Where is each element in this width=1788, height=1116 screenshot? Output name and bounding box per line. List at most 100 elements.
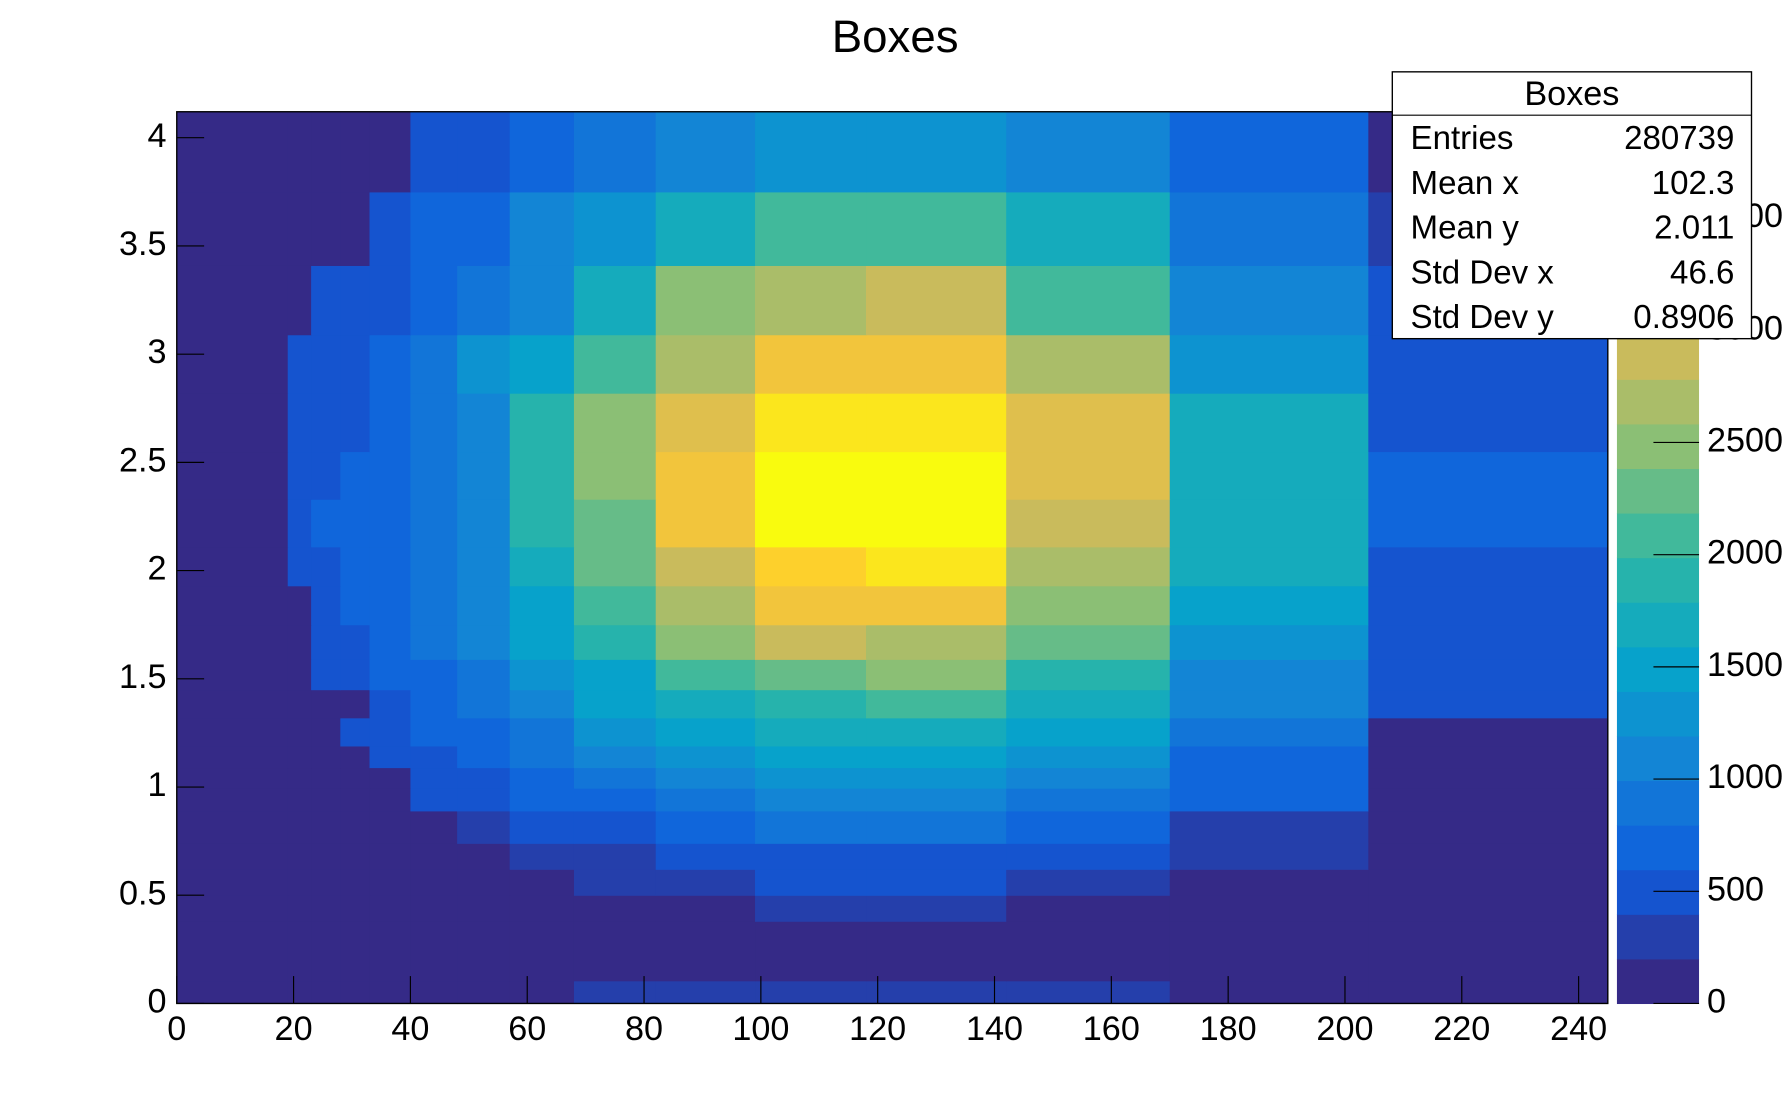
heatmap-cell	[410, 921, 458, 982]
heatmap-cell	[457, 393, 511, 453]
heatmap-cell	[866, 393, 1007, 453]
heatmap-cell	[287, 843, 312, 870]
y-tick-label: 0.5	[119, 874, 167, 912]
heatmap-cell	[311, 980, 341, 1005]
heatmap-cell	[655, 393, 756, 453]
x-tick-label: 160	[1083, 1010, 1140, 1048]
heatmap-cell	[311, 265, 341, 336]
heatmap-cell	[1169, 895, 1369, 922]
heatmap-cell	[311, 334, 341, 394]
z-tick-label: 500	[1707, 870, 1764, 908]
palette-band	[1616, 513, 1700, 559]
heatmap-cell	[509, 788, 575, 812]
heatmap-cell	[311, 585, 341, 626]
z-tick-label: 1000	[1707, 758, 1783, 796]
heatmap-cell	[410, 624, 458, 660]
heatmap-cell	[573, 895, 657, 922]
stats-value: 102.3	[1652, 165, 1735, 202]
heatmap-cell	[573, 111, 657, 193]
heatmap-cell	[340, 111, 371, 193]
heatmap-cell	[340, 843, 371, 870]
heatmap-cell	[369, 745, 411, 769]
y-tick-label: 4	[147, 117, 166, 155]
heatmap-cell	[509, 191, 575, 266]
heatmap-cell	[369, 585, 411, 626]
heatmap-cell	[369, 869, 411, 896]
heatmap-cell	[655, 980, 756, 1005]
heatmap-cell	[311, 689, 341, 719]
palette-band	[1616, 914, 1700, 960]
heatmap-cell	[655, 624, 756, 660]
heatmap-cell	[287, 921, 312, 982]
heatmap-cell	[755, 624, 867, 660]
heatmap-cell	[340, 451, 371, 500]
palette-band	[1616, 423, 1700, 470]
palette-band	[1616, 557, 1700, 603]
heatmap-cell	[369, 843, 411, 870]
heatmap-cell	[509, 980, 575, 1005]
heatmap-cell	[176, 265, 289, 336]
stats-label: Mean y	[1411, 210, 1520, 247]
heatmap-cell	[340, 869, 371, 896]
heatmap-cell	[755, 689, 867, 719]
heatmap-cell	[369, 499, 411, 548]
y-tick-label: 2	[147, 550, 166, 588]
stats-value: 280739	[1624, 120, 1734, 157]
heatmap-cell	[755, 921, 867, 982]
palette-band	[1616, 379, 1700, 425]
heatmap-cell	[1368, 451, 1609, 500]
heatmap-cell	[755, 717, 867, 747]
heatmap-cell	[311, 624, 341, 660]
heatmap-cell	[457, 585, 511, 626]
heatmap-cell	[410, 869, 458, 896]
heatmap-cell	[410, 451, 458, 500]
heatmap-cell	[1169, 788, 1369, 812]
heatmap-cell	[311, 499, 341, 548]
stats-value: 0.8906	[1633, 299, 1734, 336]
heatmap-cell	[369, 810, 411, 844]
x-tick-label: 20	[275, 1010, 313, 1048]
heatmap-cell	[287, 895, 312, 922]
heatmap-cell	[755, 499, 867, 548]
heatmap-cell	[1368, 546, 1609, 587]
heatmap-cell	[287, 585, 312, 626]
heatmap-cell	[755, 585, 867, 626]
heatmap-cell	[457, 895, 511, 922]
heatmap-cell	[287, 265, 312, 336]
heatmap-cell	[369, 265, 411, 336]
heatmap-cell	[369, 659, 411, 691]
heatmap-cell	[287, 546, 312, 587]
heatmap-cell	[176, 689, 289, 719]
y-tick-label: 3.5	[119, 225, 167, 263]
stats-label: Entries	[1411, 120, 1514, 157]
heatmap-cell	[410, 499, 458, 548]
heatmap-cell	[369, 624, 411, 660]
heatmap-cell	[1169, 393, 1369, 453]
heatmap-cell	[410, 717, 458, 747]
palette-band	[1616, 869, 1700, 915]
heatmap-cell	[1169, 980, 1369, 1005]
heatmap-cell	[1368, 810, 1609, 844]
heatmap-cell	[755, 111, 867, 193]
heatmap-cell	[176, 451, 289, 500]
heatmap-cell	[410, 546, 458, 587]
heatmap-cell	[1169, 745, 1369, 769]
heatmap-cell	[1169, 843, 1369, 870]
heatmap-cell	[866, 767, 1007, 789]
heatmap-cell	[410, 265, 458, 336]
heatmap-cell	[1006, 499, 1171, 548]
heatmap-cell	[573, 869, 657, 896]
heatmap-cell	[866, 869, 1007, 896]
heatmap-cell	[866, 717, 1007, 747]
heatmap-cell	[655, 546, 756, 587]
heatmap-cell	[287, 111, 312, 193]
heatmap-cell	[1368, 393, 1609, 453]
heatmap-cell	[410, 980, 458, 1005]
heatmap-cell	[176, 921, 289, 982]
heatmap-cell	[1169, 659, 1369, 691]
z-tick-label: 2000	[1707, 534, 1783, 572]
stats-value: 46.6	[1670, 254, 1734, 291]
heatmap-cell	[1006, 788, 1171, 812]
heatmap-cell	[410, 191, 458, 266]
heatmap-cell	[311, 717, 341, 747]
